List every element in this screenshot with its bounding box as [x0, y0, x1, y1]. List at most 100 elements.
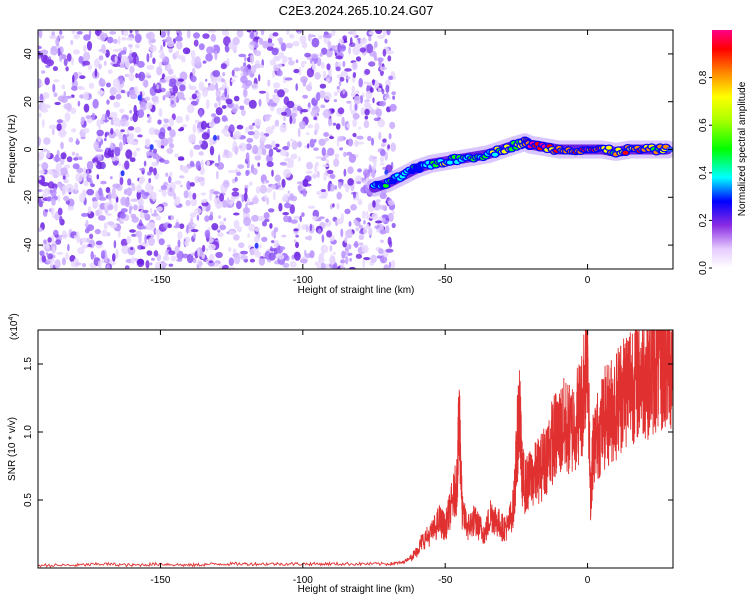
noise-speckle — [295, 241, 299, 249]
noise-speckle — [115, 196, 119, 203]
noise-speckle — [120, 129, 125, 133]
noise-speckle — [351, 85, 356, 93]
noise-speckle — [100, 250, 106, 260]
noise-speckle — [355, 253, 363, 259]
noise-speckle — [126, 135, 134, 145]
noise-speckle — [83, 91, 89, 101]
noise-speckle — [359, 230, 364, 234]
noise-speckle — [277, 37, 283, 42]
noise-speckle — [188, 190, 192, 200]
noise-speckle — [253, 129, 260, 140]
noise-speckle — [358, 38, 361, 44]
noise-speckle — [305, 224, 309, 233]
noise-speckle — [41, 102, 47, 112]
noise-speckle — [254, 227, 260, 232]
noise-speckle — [172, 85, 179, 94]
noise-speckle — [363, 120, 370, 129]
noise-speckle — [83, 166, 86, 175]
noise-speckle — [68, 137, 74, 143]
snr-line-layer — [38, 330, 673, 568]
noise-speckle — [265, 180, 270, 184]
noise-speckle — [130, 247, 134, 251]
noise-speckle — [124, 73, 130, 78]
noise-speckle — [137, 94, 142, 101]
y-tick-label: 1.5 — [23, 357, 34, 371]
noise-speckle — [83, 34, 91, 41]
noise-speckle — [300, 61, 305, 68]
noise-speckle — [285, 42, 293, 49]
noise-speckle — [267, 37, 273, 44]
noise-speckle — [369, 87, 374, 93]
signal-blob-core — [492, 152, 498, 157]
noise-speckle — [110, 142, 113, 151]
noise-speckle — [306, 67, 314, 78]
noise-speckle — [240, 75, 248, 84]
noise-speckle — [52, 168, 56, 174]
noise-speckle — [148, 115, 152, 122]
noise-speckle — [202, 60, 207, 64]
noise-speckle — [221, 115, 228, 122]
noise-speckle — [130, 93, 138, 100]
noise-speckle — [228, 257, 234, 267]
noise-speckle — [379, 204, 388, 210]
noise-speckle — [83, 51, 91, 62]
noise-speckle — [166, 148, 174, 154]
noise-speckle — [215, 251, 223, 259]
noise-speckle — [151, 161, 158, 167]
noise-speckle — [128, 207, 132, 215]
noise-speckle — [109, 176, 113, 180]
noise-speckle — [363, 220, 366, 225]
noise-speckle — [95, 240, 103, 246]
noise-speckle — [208, 137, 214, 147]
noise-speckle — [297, 141, 302, 148]
noise-speckle — [213, 134, 217, 141]
noise-speckle — [300, 109, 309, 113]
noise-speckle — [230, 79, 236, 83]
noise-speckle — [204, 229, 211, 238]
noise-speckle — [182, 97, 186, 101]
noise-speckle — [282, 262, 290, 268]
noise-speckle — [377, 87, 382, 92]
noise-speckle — [329, 261, 335, 265]
x-tick-label: 0 — [585, 275, 591, 286]
noise-speckle — [265, 126, 274, 135]
noise-speckle — [55, 163, 62, 172]
noise-speckle — [375, 199, 381, 203]
noise-speckle — [390, 142, 397, 152]
noise-speckle — [323, 132, 329, 137]
noise-speckle — [215, 88, 221, 99]
noise-speckle — [289, 115, 293, 125]
noise-speckle — [352, 118, 357, 128]
noise-speckle — [233, 95, 240, 102]
y-tick-label: -40 — [23, 237, 34, 252]
noise-speckle — [54, 259, 61, 269]
noise-speckle — [359, 95, 363, 104]
noise-speckle — [327, 182, 331, 192]
noise-speckle — [52, 246, 56, 255]
noise-speckle — [161, 189, 167, 197]
noise-speckle — [58, 35, 65, 39]
noise-speckle — [329, 136, 335, 140]
noise-speckle — [278, 202, 283, 212]
noise-speckle — [278, 52, 285, 59]
noise-speckle — [193, 144, 202, 150]
noise-speckle — [335, 55, 343, 60]
noise-speckle — [254, 36, 260, 40]
noise-speckle — [205, 53, 213, 62]
noise-speckle — [48, 124, 57, 130]
noise-speckle — [290, 153, 298, 160]
noise-speckle — [177, 239, 181, 248]
noise-speckle — [366, 43, 374, 54]
snr-y-axis-label: SNR (10 * v/v) — [7, 417, 18, 481]
noise-speckle — [94, 228, 101, 235]
noise-speckle — [124, 265, 130, 269]
noise-speckle — [189, 212, 197, 218]
colorbar: 0.0 0.2 0.4 0.6 0.8 Normalized spectral ampl… — [698, 30, 748, 275]
noise-speckle — [307, 33, 312, 42]
noise-speckle — [110, 127, 114, 135]
noise-speckle — [246, 30, 252, 33]
noise-speckle — [343, 168, 347, 177]
noise-speckle — [88, 174, 92, 179]
noise-speckle — [158, 49, 164, 54]
noise-speckle — [79, 75, 86, 80]
